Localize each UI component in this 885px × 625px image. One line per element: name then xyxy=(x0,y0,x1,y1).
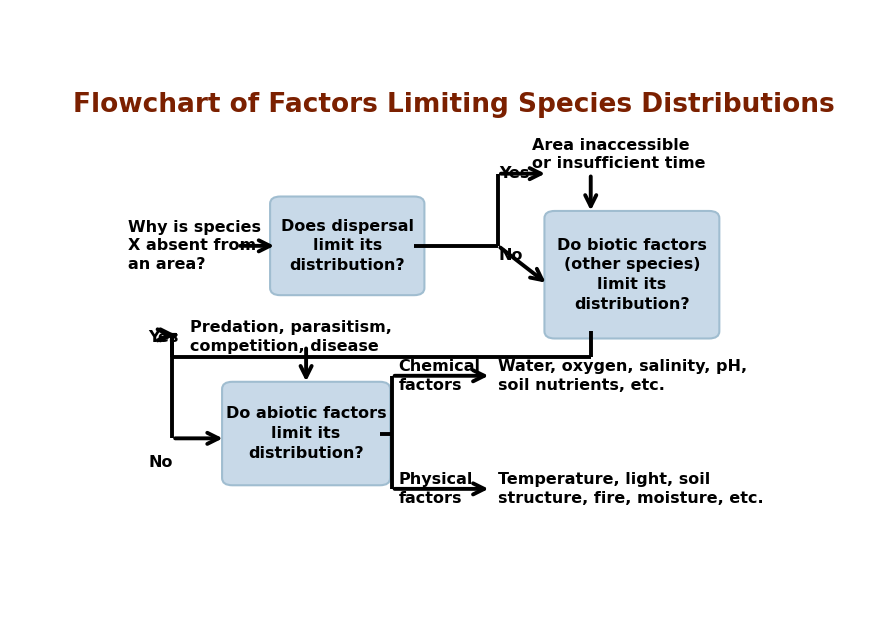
Text: Yes: Yes xyxy=(149,330,179,345)
FancyBboxPatch shape xyxy=(544,211,720,339)
Text: Why is species
X absent from
an area?: Why is species X absent from an area? xyxy=(127,220,261,272)
Text: Flowchart of Factors Limiting Species Distributions: Flowchart of Factors Limiting Species Di… xyxy=(73,92,835,118)
Text: Does dispersal
limit its
distribution?: Does dispersal limit its distribution? xyxy=(281,219,414,273)
Text: Do abiotic factors
limit its
distribution?: Do abiotic factors limit its distributio… xyxy=(226,406,387,461)
Text: Yes: Yes xyxy=(499,166,529,181)
FancyBboxPatch shape xyxy=(222,382,390,485)
Text: Physical
factors: Physical factors xyxy=(398,472,473,506)
Text: Temperature, light, soil
structure, fire, moisture, etc.: Temperature, light, soil structure, fire… xyxy=(498,472,764,506)
Text: Do biotic factors
(other species)
limit its
distribution?: Do biotic factors (other species) limit … xyxy=(557,238,707,312)
Text: Chemical
factors: Chemical factors xyxy=(398,359,481,392)
Text: No: No xyxy=(149,455,173,470)
Text: Water, oxygen, salinity, pH,
soil nutrients, etc.: Water, oxygen, salinity, pH, soil nutrie… xyxy=(498,359,747,392)
Text: Area inaccessible
or insufficient time: Area inaccessible or insufficient time xyxy=(533,138,706,171)
Text: No: No xyxy=(499,248,523,263)
Text: Predation, parasitism,
competition, disease: Predation, parasitism, competition, dise… xyxy=(189,321,391,354)
FancyBboxPatch shape xyxy=(270,196,425,295)
